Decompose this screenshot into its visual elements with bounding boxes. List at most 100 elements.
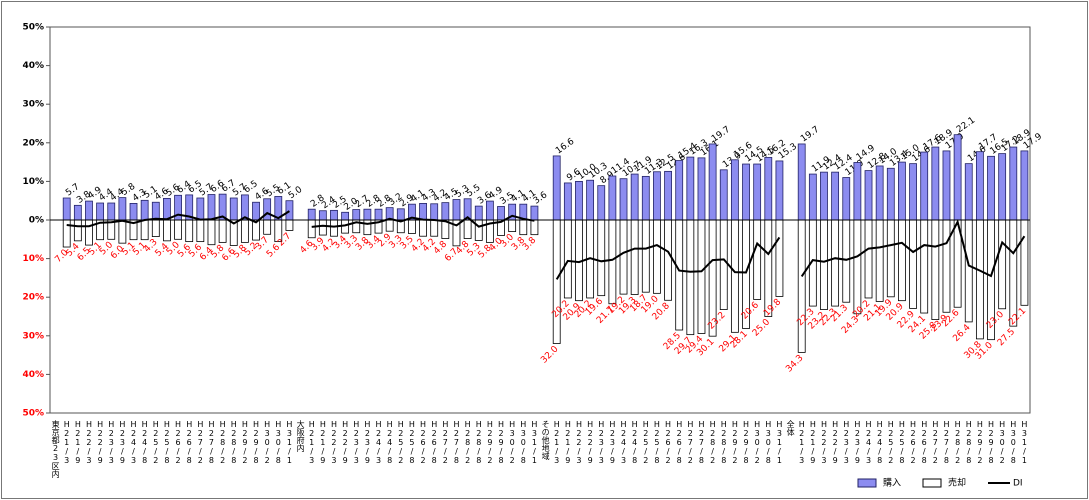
- bar: [931, 219, 940, 320]
- bar: [808, 173, 817, 221]
- bar: [508, 219, 517, 232]
- bar: [753, 219, 762, 300]
- bar: [653, 219, 661, 294]
- x-tick-label: H28/8: [719, 420, 728, 465]
- x-tick-label: H31/1: [775, 420, 784, 465]
- y-tick-label: 10%: [22, 254, 44, 264]
- bar: [675, 219, 684, 331]
- bar: [118, 197, 127, 221]
- bar: [408, 219, 416, 234]
- y-tick-label: 40%: [22, 370, 44, 380]
- bar: [653, 171, 661, 221]
- bar: [831, 219, 840, 307]
- x-tick-label: H31/1: [1020, 420, 1029, 465]
- x-tick-label: H27/2: [686, 420, 695, 465]
- bar: [898, 161, 906, 221]
- x-tick-label: H24/3: [619, 420, 628, 465]
- bar: [107, 202, 116, 221]
- x-tick-label: H24/8: [630, 420, 639, 465]
- y-tick-label: 20%: [22, 138, 44, 148]
- x-tick-label: H21/9: [318, 420, 327, 465]
- x-tick-label: H24/8: [140, 420, 149, 465]
- bar: [452, 199, 461, 221]
- x-tick-label: H26/2: [664, 420, 673, 465]
- x-tick-label: H28/2: [953, 420, 962, 465]
- x-tick-label: H26/2: [909, 420, 918, 465]
- bar: [73, 204, 82, 221]
- bar: [942, 150, 951, 221]
- x-tick-label: H25/8: [162, 420, 171, 465]
- x-tick-label: H30/8: [1009, 420, 1018, 465]
- x-tick-label: H22/3: [329, 420, 338, 465]
- bar: [519, 219, 528, 236]
- x-tick-label: H22/9: [831, 420, 840, 465]
- bar: [920, 219, 929, 314]
- bar: [563, 219, 572, 299]
- x-tick-label: H29/2: [240, 420, 249, 465]
- x-tick-label: H29/2: [975, 420, 984, 465]
- y-tick-label: 50%: [22, 23, 44, 33]
- bar: [842, 177, 851, 221]
- bar: [85, 219, 93, 246]
- bar: [285, 200, 294, 221]
- x-tick-label: H30/8: [764, 420, 773, 465]
- x-tick-label: H24/3: [864, 420, 873, 465]
- x-tick-label: H26/8: [675, 420, 684, 465]
- x-tick-label: H29/8: [252, 420, 261, 465]
- bar: [909, 163, 917, 221]
- x-tick-label: H28/8: [229, 420, 238, 465]
- legend-swatch: [922, 478, 942, 488]
- bar: [263, 219, 272, 235]
- bar: [775, 219, 784, 297]
- x-tick-label: H27/8: [942, 420, 951, 465]
- bar: [898, 219, 906, 302]
- bar: [686, 156, 695, 221]
- x-tick-label: H24/3: [129, 420, 138, 465]
- bar: [396, 208, 405, 221]
- bar: [330, 219, 338, 237]
- bar: [998, 219, 1007, 310]
- x-tick-label: H23/9: [118, 420, 127, 465]
- bar: [196, 197, 205, 221]
- bar: [307, 208, 316, 221]
- bar: [675, 160, 684, 221]
- x-tick-label: H30/2: [998, 420, 1007, 465]
- bar: [975, 151, 984, 221]
- x-tick-label: H28/2: [708, 420, 717, 465]
- y-tick-label: 40%: [22, 61, 44, 71]
- x-tick-label: H23/3: [842, 420, 851, 465]
- bar: [853, 162, 862, 221]
- x-tick-label: H29/8: [742, 420, 751, 465]
- x-tick-label: H22/9: [586, 420, 595, 465]
- bar: [263, 198, 272, 221]
- x-tick-label: H23/3: [352, 420, 361, 465]
- bar: [708, 143, 717, 221]
- x-tick-label: その他地域: [541, 420, 550, 460]
- bar: [318, 210, 327, 221]
- bar: [742, 163, 750, 221]
- x-tick-label: H30/2: [263, 420, 272, 465]
- x-tick-label: H22/9: [341, 420, 350, 465]
- bar: [998, 153, 1007, 221]
- x-tick-label: H27/8: [452, 420, 461, 465]
- x-tick-label: H21/9: [563, 420, 572, 465]
- x-tick-label: H27/2: [931, 420, 940, 465]
- bar: [875, 165, 884, 221]
- bar: [575, 180, 583, 221]
- x-tick-label: H25/2: [151, 420, 160, 465]
- bar: [240, 219, 249, 243]
- bar: [497, 206, 505, 221]
- bar: [118, 219, 127, 244]
- bar: [140, 219, 149, 241]
- x-tick-label: H28/8: [474, 420, 483, 465]
- bar: [96, 202, 105, 221]
- x-tick-label: H24/8: [875, 420, 884, 465]
- x-tick-label: H30/8: [519, 420, 528, 465]
- bar: [719, 169, 728, 221]
- bar: [1020, 219, 1029, 306]
- y-tick-label: 30%: [22, 100, 44, 110]
- x-tick-label: H26/2: [419, 420, 428, 465]
- x-tick-label: H25/8: [897, 420, 906, 465]
